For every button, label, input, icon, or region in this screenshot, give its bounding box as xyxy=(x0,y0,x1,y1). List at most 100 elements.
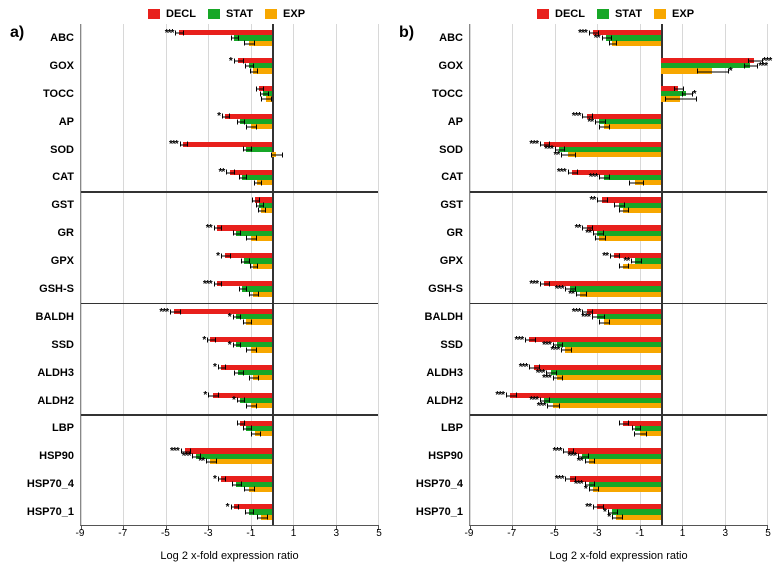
bar-group: ********* xyxy=(470,393,767,409)
gene-label: AP xyxy=(59,116,74,128)
error-bar xyxy=(619,421,629,426)
error-bar xyxy=(243,320,251,325)
bar-group: ******** xyxy=(81,448,378,464)
error-bar xyxy=(245,510,253,515)
bar-group: ********* xyxy=(470,365,767,381)
panel-a: a)DECLSTATEXP***************************… xyxy=(0,0,389,568)
x-tick-label: -7 xyxy=(507,528,516,539)
gene-label: ALDH2 xyxy=(426,395,463,407)
error-bar xyxy=(234,370,244,375)
legend-swatch-exp xyxy=(654,9,666,19)
significance-marker: *** xyxy=(589,173,598,183)
significance-marker: *** xyxy=(514,336,523,346)
significance-marker: * xyxy=(226,503,229,513)
legend-swatch-exp xyxy=(265,9,277,19)
legend-swatch-decl xyxy=(537,9,549,19)
significance-marker: ** xyxy=(602,252,608,262)
error-bar xyxy=(249,292,259,297)
significance-marker: *** xyxy=(572,112,581,122)
error-bar xyxy=(231,504,239,509)
bar-group: ****** xyxy=(470,309,767,325)
error-bar xyxy=(612,515,622,520)
significance-marker: *** xyxy=(555,475,564,485)
significance-marker: *** xyxy=(529,280,538,290)
gene-label: GPX xyxy=(440,255,463,267)
significance-marker: * xyxy=(584,485,587,495)
gene-label: GOX xyxy=(439,60,463,72)
significance-marker: *** xyxy=(551,346,560,356)
error-bar xyxy=(221,253,231,258)
group-separator xyxy=(81,414,378,416)
error-bar xyxy=(180,142,188,147)
error-bar xyxy=(237,119,245,124)
error-bar xyxy=(599,320,609,325)
significance-marker: *** xyxy=(572,308,581,318)
y-labels: ABCGOXTOCCAPSODCATGSTGRGPXGSH-SBALDHSSDA… xyxy=(389,24,467,526)
error-bar xyxy=(258,208,266,213)
bar-exp xyxy=(568,152,661,157)
bar-group: * xyxy=(81,504,378,520)
error-bar xyxy=(226,170,234,175)
significance-marker: ** xyxy=(577,457,583,467)
error-bar xyxy=(525,337,535,342)
gene-label: AP xyxy=(448,116,463,128)
significance-marker: ** xyxy=(219,168,225,178)
significance-marker: ** xyxy=(585,229,591,239)
significance-marker: ** xyxy=(587,118,593,128)
bar-exp xyxy=(557,375,661,380)
figure: a)DECLSTATEXP***************************… xyxy=(0,0,778,568)
significance-marker: ** xyxy=(553,151,559,161)
x-tick-label: -1 xyxy=(635,528,644,539)
gene-label: ABC xyxy=(439,32,463,44)
bar-group: ****** xyxy=(470,170,767,186)
gene-label: BALDH xyxy=(36,311,75,323)
gene-label: SOD xyxy=(439,144,463,156)
error-bar xyxy=(547,403,560,408)
bar-group: ******** xyxy=(470,448,767,464)
bar-group: *** xyxy=(81,142,378,158)
error-bar xyxy=(241,259,249,264)
bar-exp xyxy=(593,487,661,492)
gene-label: TOCC xyxy=(43,88,74,100)
legend-swatch-stat xyxy=(208,9,220,19)
plot-area: *********************************** xyxy=(80,24,379,526)
significance-marker: *** xyxy=(544,145,553,155)
bar-group: ** xyxy=(470,197,767,213)
error-bar xyxy=(250,264,258,269)
significance-marker: *** xyxy=(529,140,538,150)
error-bar xyxy=(599,124,609,129)
error-bar xyxy=(250,69,258,74)
x-ticks: -9-7-5-3-1135 xyxy=(469,528,768,542)
x-tick-label: 1 xyxy=(291,528,297,539)
legend-label: EXP xyxy=(283,8,305,20)
significance-marker: * xyxy=(729,67,732,77)
gene-label: ALDH3 xyxy=(426,367,463,379)
significance-marker: ** xyxy=(206,224,212,234)
significance-marker: *** xyxy=(170,447,179,457)
legend-swatch-decl xyxy=(148,9,160,19)
significance-marker: *** xyxy=(568,452,577,462)
bar-group: ** xyxy=(81,170,378,186)
bar-exp xyxy=(604,319,661,324)
group-separator xyxy=(470,303,767,305)
error-bar xyxy=(246,347,256,352)
error-bar xyxy=(553,375,563,380)
error-bar xyxy=(175,30,183,35)
error-bar xyxy=(208,393,218,398)
significance-marker: *** xyxy=(758,62,767,72)
error-bar xyxy=(610,253,620,258)
gene-label: SSD xyxy=(440,339,463,351)
gene-label: GST xyxy=(440,199,463,211)
x-tick-label: -1 xyxy=(246,528,255,539)
significance-marker: *** xyxy=(203,280,212,290)
error-bar xyxy=(214,281,222,286)
significance-marker: *** xyxy=(495,391,504,401)
plot-area: ****************************************… xyxy=(469,24,768,526)
bar-group: *** xyxy=(81,281,378,297)
bar-group: **** xyxy=(470,253,767,269)
bar-group: * xyxy=(81,253,378,269)
group-separator xyxy=(81,191,378,193)
significance-marker: ** xyxy=(594,34,600,44)
gene-label: SSD xyxy=(51,339,74,351)
x-tick-label: 5 xyxy=(376,528,382,539)
